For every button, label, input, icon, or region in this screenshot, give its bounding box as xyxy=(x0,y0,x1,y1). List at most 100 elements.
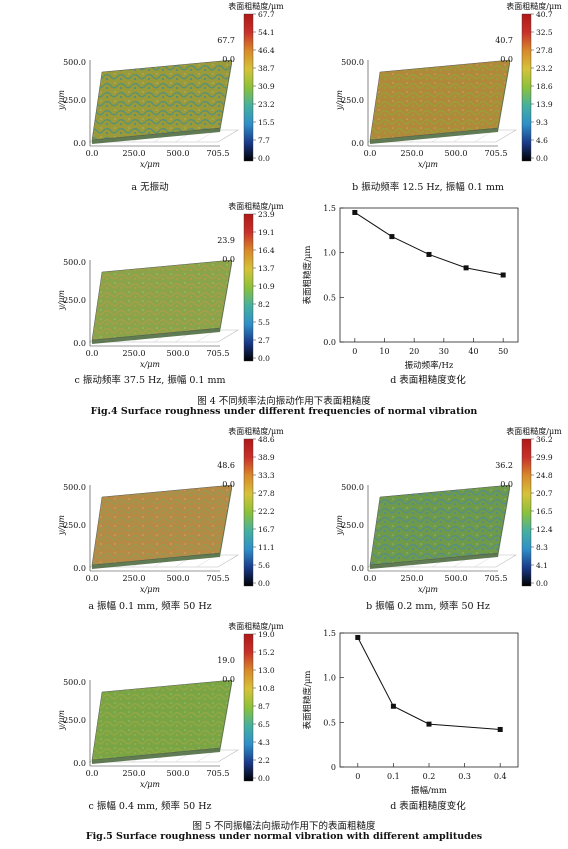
y-tick-label: 500.0 xyxy=(63,678,86,687)
colorbar-tick-label: 2.7 xyxy=(258,336,270,345)
colorbar-tick-label: 0.0 xyxy=(258,354,270,363)
colorbar-tick-label: 32.5 xyxy=(536,28,553,37)
colorbar-tick-label: 8.3 xyxy=(536,543,548,552)
colorbar-tick-label: 0.0 xyxy=(536,154,548,163)
colorbar-tick-label: 4.1 xyxy=(536,561,548,570)
surface-svg: 0.0 250.0 500.0 705.5 0.0 250.0 500.0 x/μm y/μm 2… xyxy=(57,201,284,369)
colorbar-tick-label: 24.8 xyxy=(536,471,553,480)
x-axis-label: x/μm xyxy=(418,160,438,169)
x-axis-label: x/μm xyxy=(140,360,160,369)
y-tick-label: 0.0 xyxy=(351,564,364,573)
colorbar xyxy=(521,438,532,587)
y-tick-label: 0.0 xyxy=(351,139,364,148)
figure-4-title-en: Fig.4 Surface roughness under different … xyxy=(90,406,478,417)
colorbar xyxy=(243,438,254,587)
surface-side xyxy=(92,553,220,569)
figure-5-title-cn: 图 5 不同振幅法向振动作用下的表面粗糙度 xyxy=(192,821,376,832)
x-tick-label: 0.0 xyxy=(364,574,377,583)
z-min-label: 0.0 xyxy=(222,255,235,264)
colorbar-tick-label: 8.7 xyxy=(258,702,270,711)
caption-4a: a 无振动 xyxy=(131,182,169,193)
x-tick-label: 0.0 xyxy=(86,349,99,358)
colorbar-tick-label: 9.3 xyxy=(536,118,548,127)
z-min-label: 0.0 xyxy=(222,675,235,684)
x-tick-label: 250.0 xyxy=(123,574,146,583)
y-tick-label: 250.0 xyxy=(63,296,86,305)
y-tick-label: 250.0 xyxy=(63,96,86,105)
x-tick-label: 0.0 xyxy=(86,149,99,158)
y-tick-label: 0.0 xyxy=(73,759,86,768)
x-tick-label: 0.3 xyxy=(458,772,471,781)
y-tick-label: 500.0 xyxy=(341,483,364,492)
y-tick-label: 250.0 xyxy=(341,521,364,530)
surface-side xyxy=(92,328,220,344)
surface-svg: 0.0 250.0 500.0 705.5 0.0 250.0 500.0 x/μm y/μm 4… xyxy=(57,426,284,594)
colorbar-tick-label: 19.1 xyxy=(258,228,275,237)
y-axis-label: y/μm xyxy=(57,290,66,311)
x-tick-label: 500.0 xyxy=(445,149,468,158)
y-tick-label: 1.0 xyxy=(323,249,336,258)
x-tick-label: 500.0 xyxy=(445,574,468,583)
surface-plot-5b: 0.0 250.0 500.0 705.5 0.0 250.0 500.0 x/μm y/μm 3… xyxy=(298,425,568,595)
surface-side xyxy=(92,128,220,144)
colorbar-title: 表面粗糙度/μm xyxy=(506,1,562,11)
surface-plot-4a: 0.0 250.0 500.0 705.5 0.0 250.0 500.0 x/μm y/μm 6… xyxy=(20,0,290,170)
z-min-label: 0.0 xyxy=(222,480,235,489)
colorbar-tick-label: 11.1 xyxy=(258,543,275,552)
x-tick-label: 0.0 xyxy=(86,574,99,583)
y-tick-label: 0.0 xyxy=(73,564,86,573)
colorbar-tick-label: 16.7 xyxy=(258,525,275,534)
surface-svg: 0.0 250.0 500.0 705.5 0.0 250.0 500.0 x/μm y/μm 3… xyxy=(335,426,562,594)
surface-svg: 0.0 250.0 500.0 705.5 0.0 250.0 500.0 x/μm y/μm 1… xyxy=(57,621,284,789)
surface-top xyxy=(91,484,233,566)
colorbar-tick-label: 23.9 xyxy=(258,210,275,219)
z-max-label: 23.9 xyxy=(217,236,235,245)
surface-side xyxy=(370,553,498,569)
colorbar-title: 表面粗糙度/μm xyxy=(506,426,562,436)
surface-side xyxy=(220,260,232,332)
x-tick-label: 500.0 xyxy=(167,349,190,358)
colorbar-tick-label: 18.6 xyxy=(536,82,553,91)
surface-svg: 0.0 250.0 500.0 705.5 0.0 250.0 500.0 x/μm y/μm 4… xyxy=(335,1,562,169)
colorbar-tick-label: 38.9 xyxy=(258,453,275,462)
colorbar-tick-label: 54.1 xyxy=(258,28,275,37)
data-point xyxy=(463,265,469,271)
series-line xyxy=(357,637,501,730)
x-tick-label: 30 xyxy=(439,347,449,356)
z-min-label: 0.0 xyxy=(500,55,513,64)
colorbar-tick-label: 27.8 xyxy=(536,46,553,55)
x-axis-label: 振动频率/Hz xyxy=(405,360,454,371)
y-tick-label: 1.0 xyxy=(323,674,336,683)
colorbar-tick-label: 10.8 xyxy=(258,684,275,693)
surface-side xyxy=(220,485,232,557)
caption-5b: b 振幅 0.2 mm, 频率 50 Hz xyxy=(366,601,490,612)
y-tick-label: 500.0 xyxy=(63,258,86,267)
colorbar-tick-label: 4.6 xyxy=(536,136,548,145)
chart-svg: 0 0.1 0.2 0.3 0.4 0 0.5 1.0 1.5 振幅/mm 表面粗糙度/μm xyxy=(302,629,519,796)
colorbar-tick-label: 27.8 xyxy=(258,489,275,498)
y-tick-label: 0.0 xyxy=(73,139,86,148)
colorbar-tick-label: 7.7 xyxy=(258,136,270,145)
y-tick-label: 500.0 xyxy=(63,483,86,492)
x-tick-label: 0.0 xyxy=(86,769,99,778)
x-tick-label: 40 xyxy=(468,347,478,356)
x-tick-label: 0.0 xyxy=(364,149,377,158)
x-tick-label: 500.0 xyxy=(167,149,190,158)
caption-5d: d 表面粗糙度变化 xyxy=(390,801,466,812)
surface-side xyxy=(220,60,232,132)
x-axis-label: x/μm xyxy=(140,585,160,594)
y-tick-label: 0.5 xyxy=(323,718,336,727)
figure-4-title-cn: 图 4 不同频率法向振动作用下表面粗糙度 xyxy=(197,396,371,407)
colorbar-tick-label: 29.9 xyxy=(536,453,553,462)
x-tick-label: 500.0 xyxy=(167,769,190,778)
colorbar-tick-label: 23.2 xyxy=(258,100,275,109)
surface-plot-4b: 0.0 250.0 500.0 705.5 0.0 250.0 500.0 x/μm y/μm 4… xyxy=(298,0,568,170)
x-tick-label: 50 xyxy=(498,347,508,356)
surface-top xyxy=(369,484,511,566)
chart-svg: 0 10 20 30 40 50 0.0 0.5 1.0 1.5 振动频率/Hz 表面粗糙度/μm xyxy=(302,204,519,371)
y-tick-label: 1.5 xyxy=(323,204,336,213)
y-tick-label: 250.0 xyxy=(63,716,86,725)
x-tick-label: 250.0 xyxy=(123,769,146,778)
line-chart-4d: 0 10 20 30 40 50 0.0 0.5 1.0 1.5 振动频率/Hz 表面粗糙度/μm xyxy=(298,200,568,380)
x-tick-label: 250.0 xyxy=(123,349,146,358)
